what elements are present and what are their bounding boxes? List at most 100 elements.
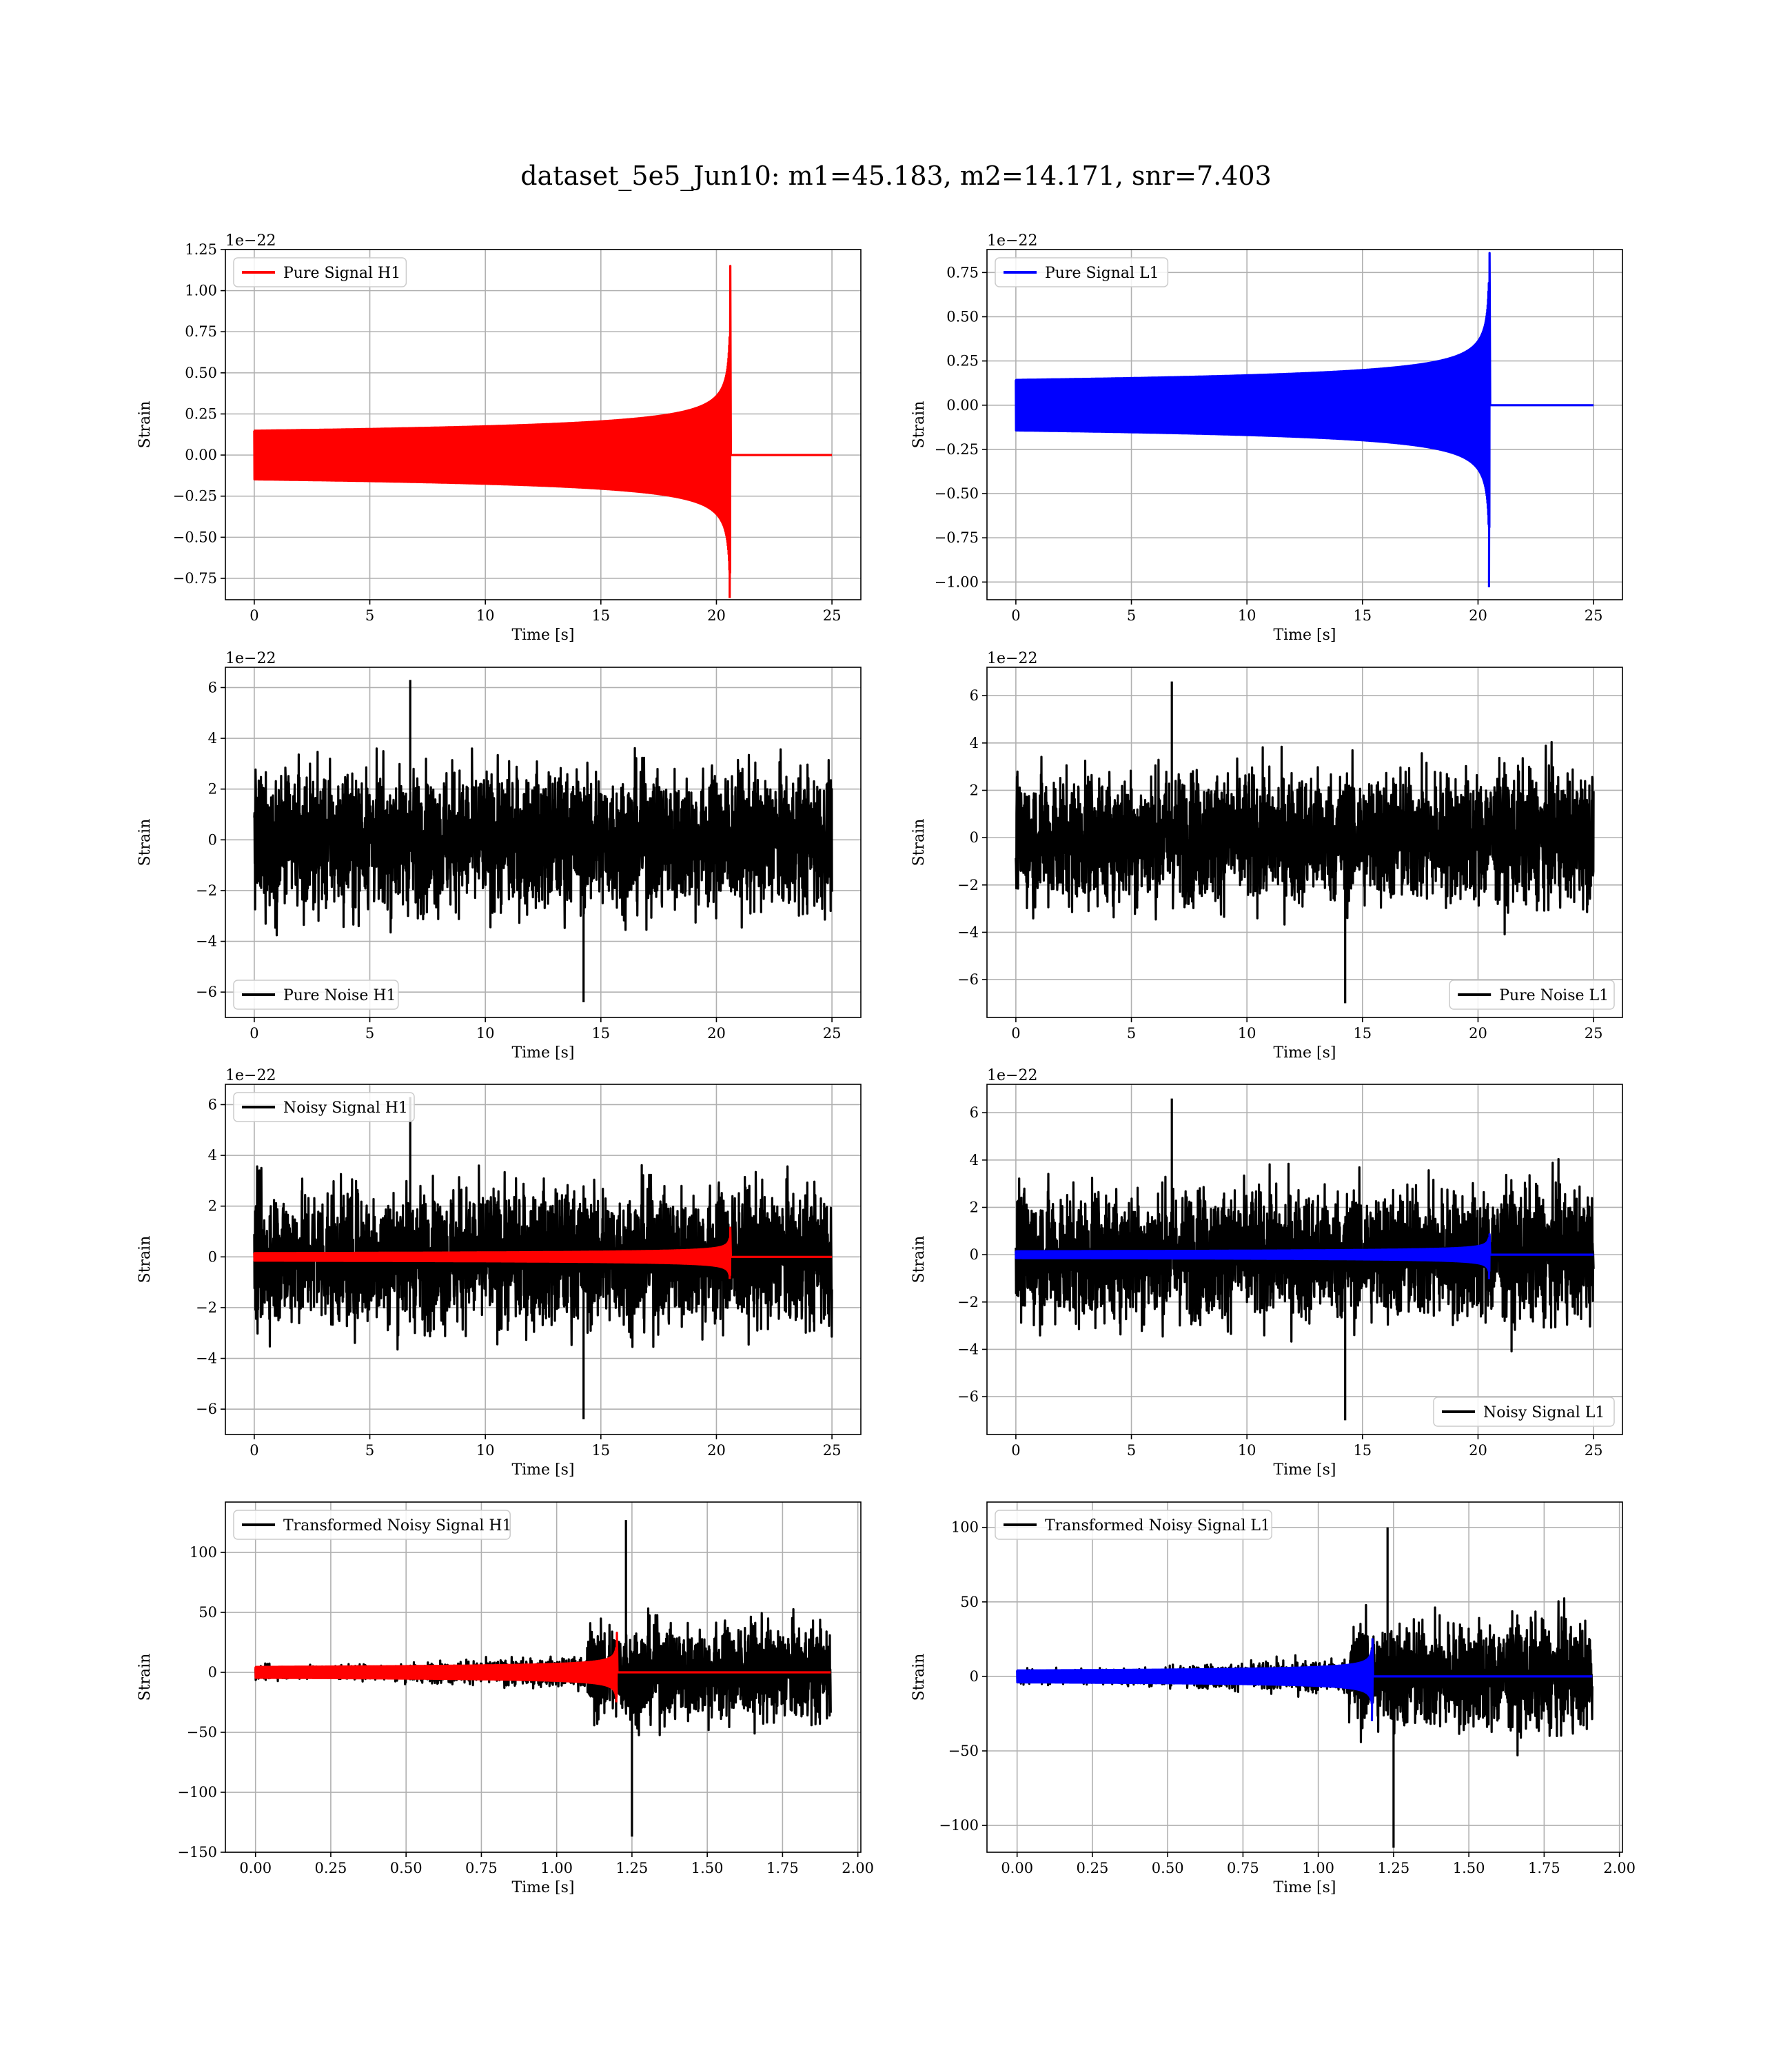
x-tick-label: 20 <box>1469 1025 1487 1042</box>
x-tick-label: 10 <box>1238 1025 1256 1042</box>
x-tick-label: 20 <box>1469 1442 1487 1459</box>
x-tick-label: 0.50 <box>1152 1860 1184 1876</box>
x-tick-label: 25 <box>1585 607 1603 624</box>
y-tick-label: 6 <box>970 687 979 704</box>
y-axis-label: Strain <box>910 401 928 449</box>
x-tick-label: 25 <box>1585 1025 1603 1042</box>
y-tick-label: 4 <box>208 1147 217 1164</box>
series-line-pure-signal-h1-0 <box>253 265 833 598</box>
y-tick-label: 100 <box>190 1544 217 1561</box>
x-tick-label: 15 <box>1353 1442 1372 1459</box>
series-line-noisy-signal-l1-0 <box>1015 1098 1595 1421</box>
x-tick-label: 2.00 <box>1603 1860 1636 1876</box>
y-axis-label: Strain <box>136 819 154 866</box>
legend-label: Pure Noise L1 <box>1499 987 1609 1004</box>
x-tick-label: 15 <box>591 1442 610 1459</box>
y-tick-label: −6 <box>957 1388 979 1405</box>
x-tick-label: 0.75 <box>465 1860 498 1876</box>
legend-box <box>1433 1397 1615 1427</box>
x-tick-label: 15 <box>1353 607 1372 624</box>
axes-frame <box>986 1084 1623 1435</box>
y-axis-label: Strain <box>910 1236 928 1284</box>
y-tick-label: 0 <box>970 829 979 846</box>
x-tick-label: 1.50 <box>691 1860 724 1876</box>
legend: Noisy Signal L1 <box>1433 1397 1615 1427</box>
x-tick-label: 10 <box>1238 607 1256 624</box>
legend-label: Transformed Noisy Signal H1 <box>283 1517 512 1534</box>
y-tick-label: −50 <box>948 1743 979 1759</box>
legend: Pure Signal H1 <box>233 257 407 287</box>
x-tick-label: 1.75 <box>1528 1860 1560 1876</box>
y-tick-label: 0.00 <box>946 397 979 414</box>
axes-frame <box>986 249 1623 600</box>
y-tick-label: −100 <box>177 1784 217 1801</box>
panel-noisy-signal-l1: 0 5 10 15 20 25 −6 −4 −2 0 2 4 6 Time [s] Strain 1e−22 N… <box>910 1067 1623 1479</box>
x-tick-label: 0.50 <box>390 1860 422 1876</box>
y-tick-label: 2 <box>970 782 979 798</box>
x-tick-label: 25 <box>823 1442 842 1459</box>
legend: Transformed Noisy Signal H1 <box>233 1510 512 1540</box>
y-tick-label: −4 <box>957 1341 979 1357</box>
y-tick-label: 50 <box>960 1594 979 1610</box>
y-tick-label: −150 <box>177 1844 217 1861</box>
axes-frame <box>225 1501 862 1853</box>
x-tick-label: 5 <box>1127 1025 1136 1042</box>
x-tick-label: 0 <box>1011 1442 1020 1459</box>
y-tick-label: −0.50 <box>935 485 979 502</box>
x-tick-label: 10 <box>476 1025 495 1042</box>
x-tick-label: 10 <box>476 1442 495 1459</box>
x-tick-label: 20 <box>707 1025 726 1042</box>
axes-frame <box>225 249 862 600</box>
legend-box <box>233 257 407 287</box>
legend-label: Pure Noise H1 <box>283 987 396 1004</box>
legend-box <box>995 257 1169 287</box>
legend: Pure Noise H1 <box>233 980 399 1010</box>
x-tick-label: 10 <box>476 607 495 624</box>
y-tick-label: 2 <box>970 1199 979 1215</box>
y-tick-label: 1.00 <box>185 283 217 299</box>
series-line-noisy-signal-h1-0 <box>253 1097 833 1419</box>
y-tick-label: −2 <box>196 1299 217 1316</box>
x-tick-label: 0 <box>1011 607 1020 624</box>
y-tick-label: 6 <box>970 1104 979 1121</box>
x-tick-label: 1.25 <box>616 1860 649 1876</box>
panel-pure-signal-l1: 0 5 10 15 20 25 −1.00 −0.75 −0.50 −0.25 0.00 0.25 0.… <box>910 232 1623 644</box>
y-tick-label: −1.00 <box>935 574 979 590</box>
y-tick-label: 0.00 <box>185 447 217 463</box>
y-tick-label: 100 <box>951 1519 979 1536</box>
y-tick-label: −0.25 <box>173 488 217 505</box>
axis-offset-text: 1e−22 <box>225 232 276 250</box>
y-tick-label: −0.25 <box>935 441 979 458</box>
x-tick-label: 0 <box>250 1025 258 1042</box>
y-tick-label: 0.75 <box>185 323 217 340</box>
x-tick-label: 5 <box>1127 607 1136 624</box>
y-axis-label: Strain <box>910 819 928 866</box>
y-tick-label: 0.50 <box>946 308 979 325</box>
x-tick-label: 25 <box>1585 1442 1603 1459</box>
y-tick-label: 0 <box>970 1668 979 1685</box>
x-tick-label: 0 <box>250 607 258 624</box>
x-tick-label: 1.00 <box>1302 1860 1334 1876</box>
x-tick-label: 5 <box>1127 1442 1136 1459</box>
y-tick-label: −0.75 <box>173 570 217 587</box>
legend: Pure Noise L1 <box>1449 980 1615 1010</box>
y-tick-label: −2 <box>957 1294 979 1310</box>
x-tick-label: 1.00 <box>540 1860 573 1876</box>
legend-label: Pure Signal L1 <box>1045 265 1159 282</box>
x-tick-label: 0.00 <box>239 1860 272 1876</box>
y-tick-label: 0 <box>208 1664 217 1681</box>
y-axis-label: Strain <box>910 1654 928 1701</box>
panel-transformed-noisy-signal-h1: 0.00 0.25 0.50 0.75 1.00 1.25 1.50 1.75 2.00 −150… <box>136 1501 874 1896</box>
x-tick-label: 2.00 <box>842 1860 874 1876</box>
legend-box <box>995 1510 1272 1540</box>
axes-frame <box>986 667 1623 1018</box>
legend: Pure Signal L1 <box>995 257 1169 287</box>
y-tick-label: −0.50 <box>173 529 217 545</box>
x-tick-label: 15 <box>1353 1025 1372 1042</box>
x-axis-label: Time [s] <box>511 1044 574 1062</box>
x-axis-label: Time [s] <box>1273 627 1336 644</box>
y-tick-label: 1.25 <box>185 241 217 258</box>
x-tick-label: 15 <box>591 1025 610 1042</box>
x-axis-label: Time [s] <box>1273 1461 1336 1479</box>
x-tick-label: 0.75 <box>1227 1860 1259 1876</box>
